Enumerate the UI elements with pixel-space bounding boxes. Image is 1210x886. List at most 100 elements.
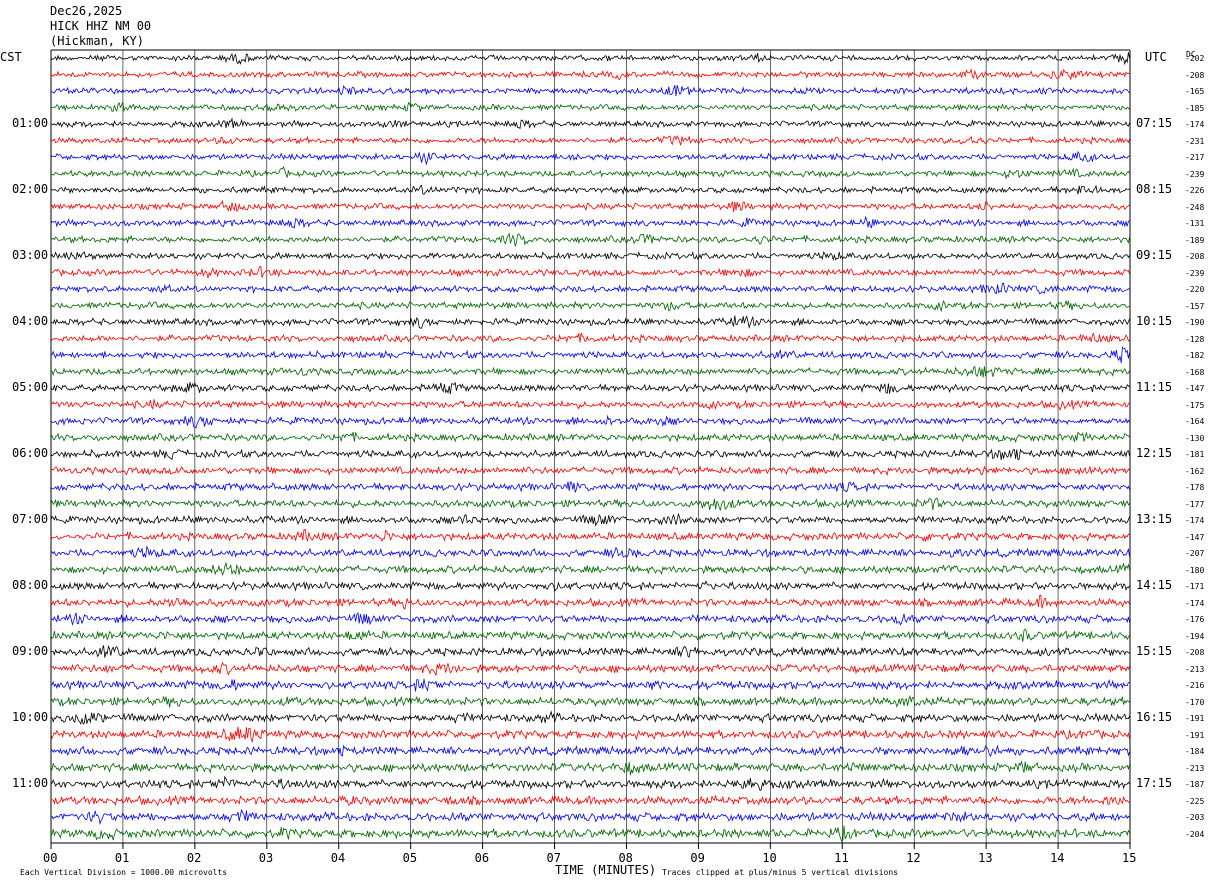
dc-offset-label: -231 — [1185, 136, 1205, 146]
dc-offset-label: -177 — [1185, 499, 1205, 509]
left-timezone-label: CST — [0, 50, 22, 64]
dc-offset-label: -176 — [1185, 615, 1205, 624]
right-hour-label: 17:15 — [1136, 776, 1173, 790]
left-hour-label: 02:00 — [12, 182, 49, 196]
seismic-trace — [50, 232, 1130, 248]
right-hour-label: 16:15 — [1136, 710, 1173, 724]
seismic-trace — [50, 512, 1130, 527]
dc-offset-label: -191 — [1185, 730, 1205, 740]
left-hour-label: 03:00 — [12, 248, 49, 262]
dc-offset-label: -225 — [1185, 796, 1205, 806]
dc-offset-label: -181 — [1185, 450, 1205, 459]
left-hour-label: 10:00 — [12, 710, 49, 724]
dc-offset-label: -220 — [1185, 285, 1205, 294]
x-tick-label: 08 — [618, 851, 633, 865]
seismic-trace — [50, 580, 1130, 593]
seismic-trace — [50, 594, 1130, 610]
dc-offset-label: -147 — [1185, 532, 1205, 542]
seismic-trace — [50, 135, 1130, 146]
seismic-trace — [51, 678, 1130, 692]
right-hour-label: 10:15 — [1136, 314, 1173, 328]
dc-offset-label: -180 — [1185, 565, 1205, 575]
dc-offset-label: -175 — [1185, 400, 1205, 410]
seismic-trace — [50, 448, 1130, 461]
dc-offset-label: -239 — [1185, 169, 1205, 179]
seismic-trace — [50, 101, 1130, 113]
dc-offset-label: -171 — [1185, 582, 1205, 591]
dc-offset-label: -248 — [1185, 202, 1205, 212]
seismic-trace — [50, 282, 1130, 295]
right-hour-label: 14:15 — [1136, 578, 1173, 592]
seismic-trace — [50, 299, 1130, 313]
seismic-trace — [50, 266, 1130, 279]
left-hour-label: 04:00 — [12, 314, 49, 328]
seismic-trace — [50, 497, 1130, 512]
seismic-trace — [50, 85, 1130, 97]
seismic-trace — [50, 710, 1130, 725]
left-hour-label: 08:00 — [12, 578, 49, 592]
seismic-trace — [50, 744, 1130, 758]
record-date: Dec26,2025 — [50, 4, 123, 18]
dc-offset-label: -162 — [1185, 466, 1205, 476]
seismic-trace — [50, 332, 1130, 344]
x-tick-label: 15 — [1122, 851, 1137, 865]
dc-offset-label: -174 — [1185, 598, 1205, 608]
right-hour-label: 09:15 — [1136, 248, 1173, 262]
right-hour-label: 13:15 — [1136, 512, 1173, 526]
left-hour-label: 01:00 — [12, 116, 49, 130]
seismic-trace — [50, 68, 1130, 81]
x-tick-label: 00 — [43, 851, 58, 865]
x-tick-label: 01 — [114, 851, 130, 865]
seismic-trace — [50, 465, 1130, 476]
seismic-trace — [50, 251, 1130, 262]
dc-label: DC — [1186, 50, 1196, 59]
seismic-trace — [50, 695, 1130, 708]
dc-offset-label: -208 — [1185, 70, 1205, 80]
seismic-trace — [51, 561, 1130, 576]
x-tick-label: 02 — [186, 851, 202, 865]
seismic-trace — [50, 399, 1130, 412]
seismic-trace — [50, 381, 1130, 395]
left-hour-label: 11:00 — [12, 776, 49, 790]
x-tick-label: 10 — [762, 851, 777, 865]
dc-offset-label: -194 — [1185, 631, 1205, 641]
dc-offset-label: -202 — [1185, 54, 1205, 63]
seismic-trace — [50, 611, 1130, 627]
seismic-trace — [50, 644, 1130, 658]
dc-offset-label: -178 — [1185, 483, 1205, 492]
dc-offset-label: -170 — [1185, 697, 1205, 707]
right-hour-label: 08:15 — [1136, 182, 1173, 196]
seismic-trace — [50, 166, 1130, 180]
dc-offset-label: -226 — [1185, 186, 1205, 195]
x-tick-label: 09 — [690, 851, 705, 865]
seismic-trace — [50, 825, 1130, 843]
x-tick-label: 04 — [330, 851, 346, 865]
dc-offset-label: -147 — [1185, 384, 1205, 393]
seismic-trace — [50, 150, 1130, 166]
right-hour-label: 07:15 — [1136, 116, 1173, 130]
right-timezone-label: UTC — [1145, 50, 1167, 64]
dc-offset-label: -207 — [1185, 549, 1205, 558]
seismic-trace — [50, 661, 1130, 676]
seismic-trace — [50, 52, 1130, 66]
clipping-note: Traces clipped at plus/minus 5 vertical … — [662, 868, 899, 877]
seismic-trace — [50, 726, 1130, 743]
right-hour-label: 15:15 — [1136, 644, 1173, 658]
x-tick-label: 03 — [258, 851, 274, 865]
dc-offset-label: -185 — [1185, 103, 1205, 113]
vertical-division-note: Each Vertical Division = 1000.00 microvo… — [20, 868, 228, 877]
station-location: (Hickman, KY) — [50, 34, 144, 48]
seismic-trace — [50, 414, 1130, 429]
seismic-trace — [50, 315, 1130, 330]
x-tick-label: 06 — [474, 851, 490, 865]
x-tick-label: 05 — [402, 851, 418, 865]
seismic-trace — [50, 431, 1130, 444]
seismic-trace — [50, 775, 1130, 791]
seismic-trace — [50, 117, 1130, 130]
dc-offset-label: -213 — [1185, 763, 1205, 773]
seismic-trace — [50, 529, 1130, 543]
left-hour-label: 05:00 — [12, 380, 49, 394]
dc-offset-label: -168 — [1185, 367, 1205, 377]
dc-offset-label: -128 — [1185, 334, 1205, 344]
